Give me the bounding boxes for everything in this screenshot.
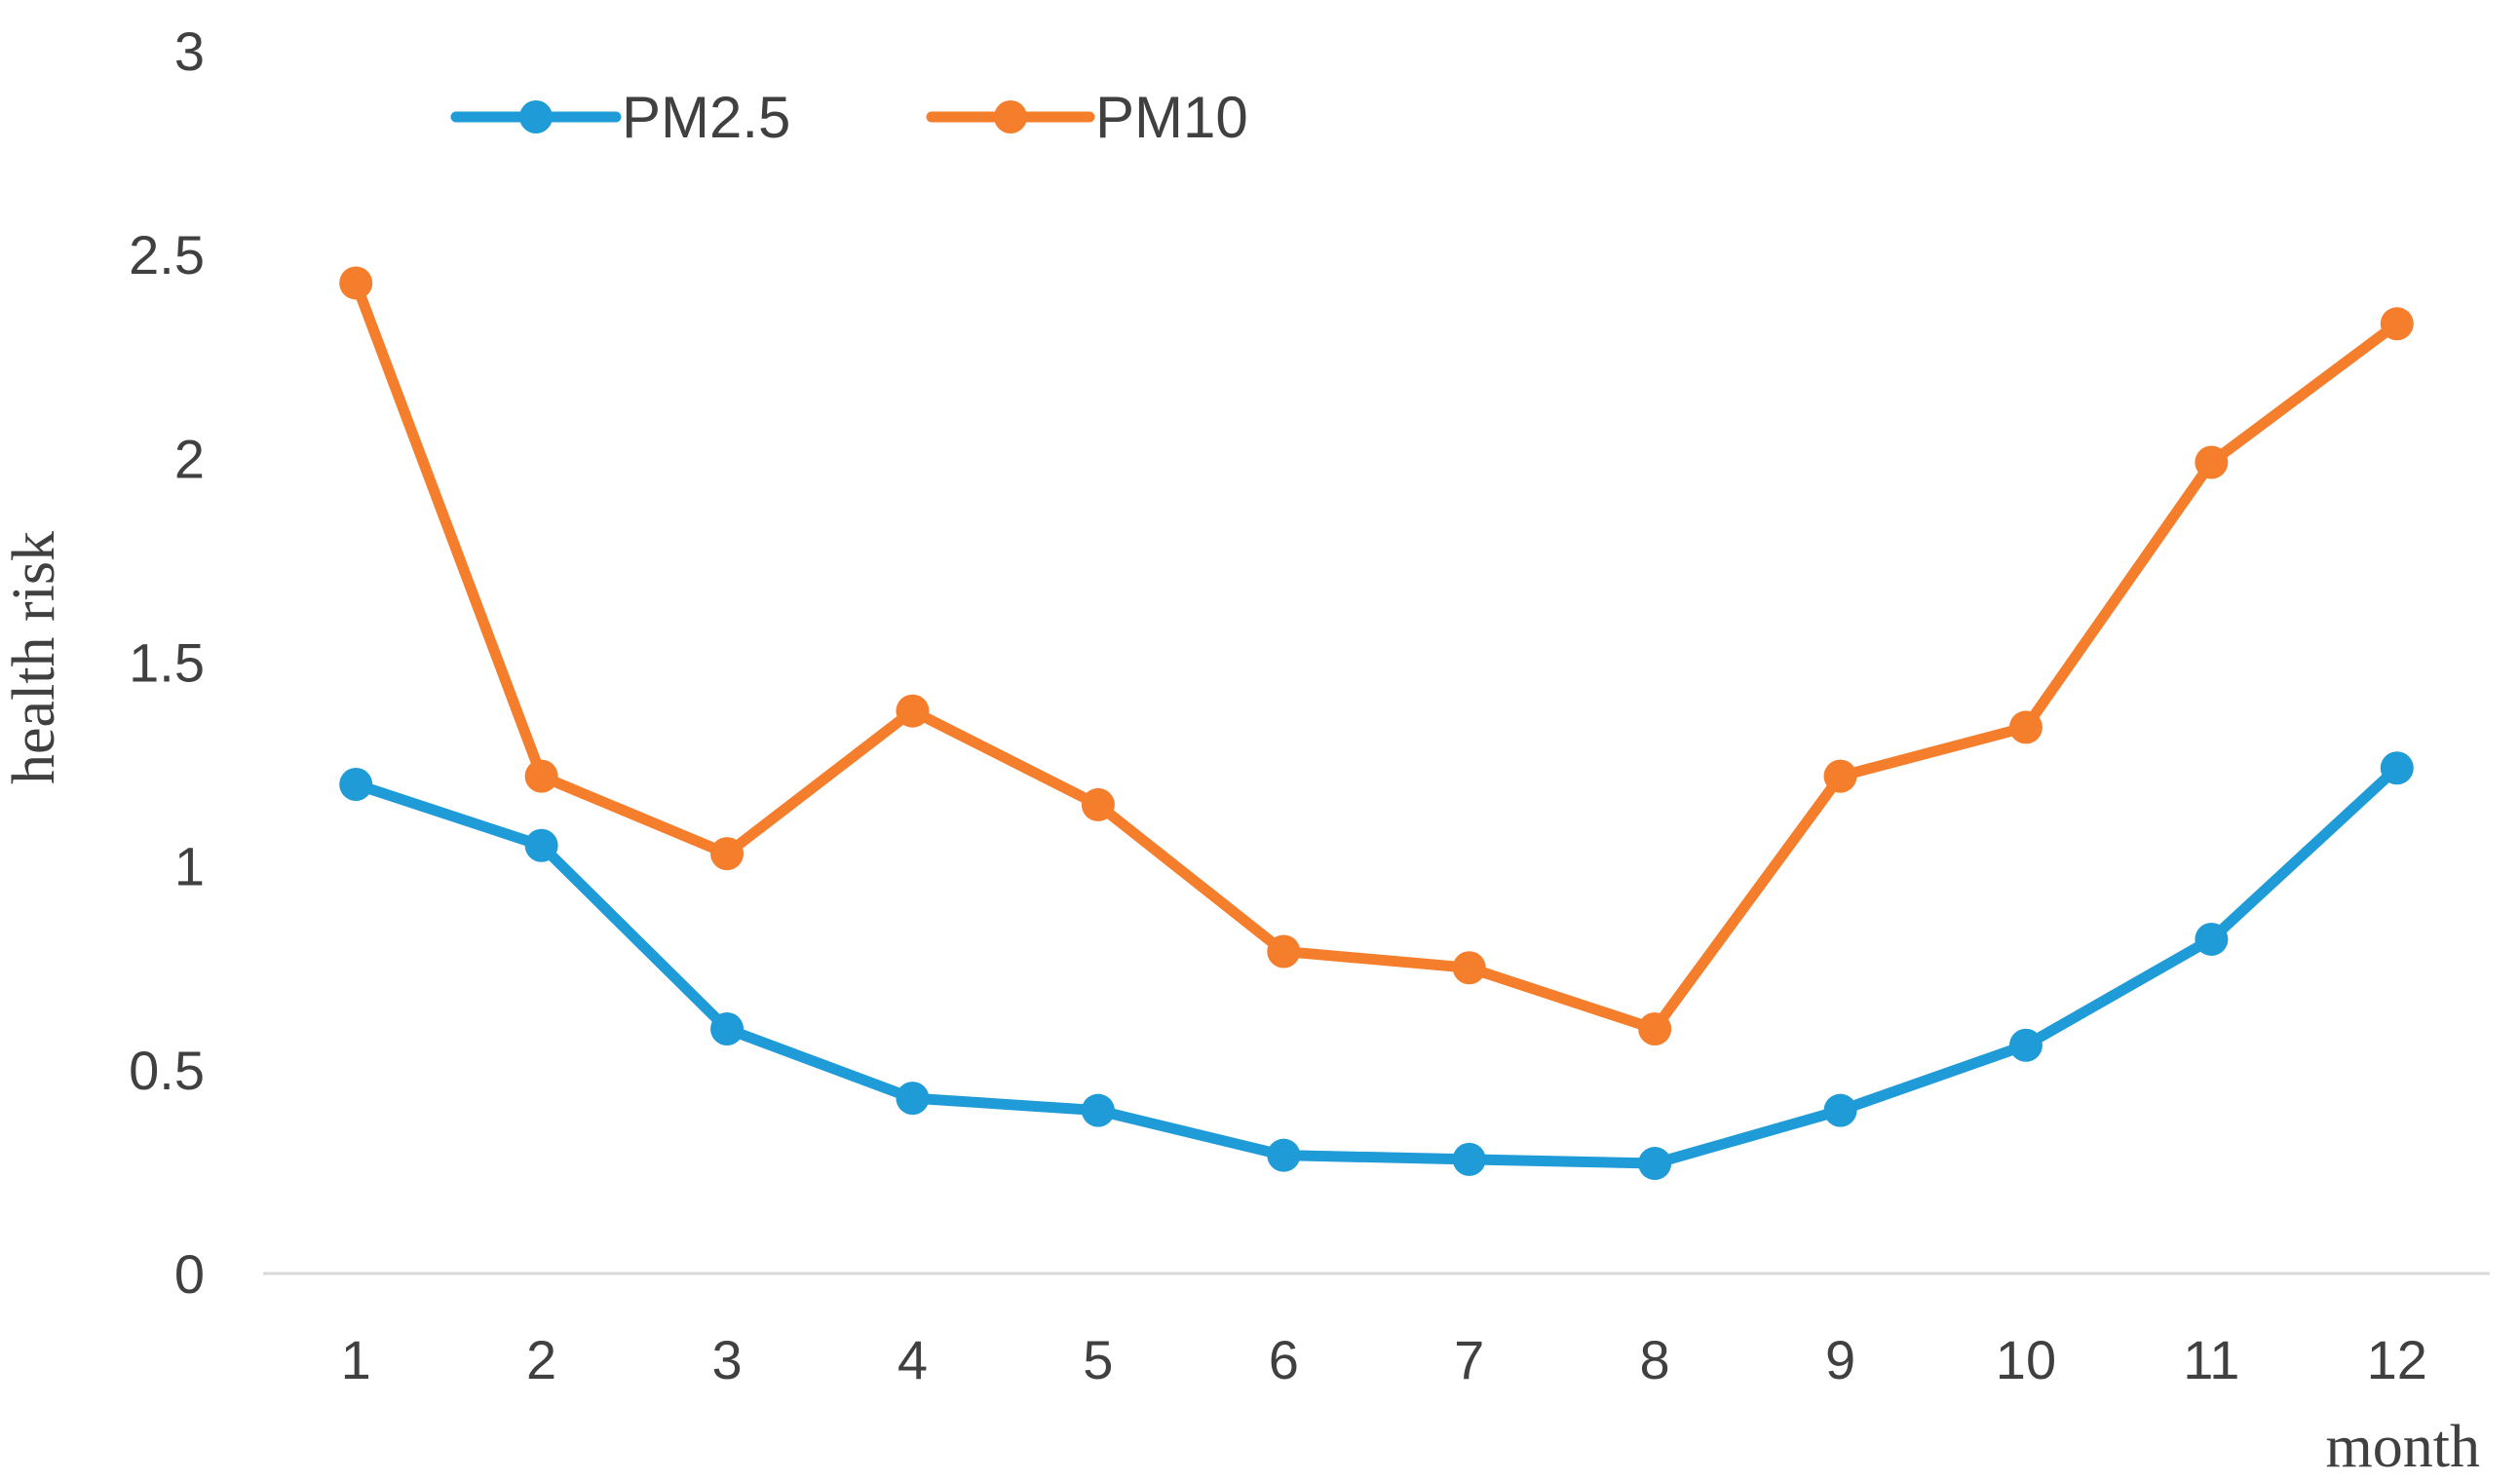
data-point <box>1452 1142 1486 1176</box>
y-tick-label: 3 <box>174 20 205 82</box>
data-point <box>896 1082 930 1116</box>
data-point <box>2195 445 2229 479</box>
data-point <box>1452 951 1486 985</box>
series-layer <box>339 266 2414 1181</box>
x-tick-label: 8 <box>1640 1329 1670 1390</box>
data-point <box>524 759 558 793</box>
y-tick-label: 2 <box>174 428 205 489</box>
x-axis-ticks: 1 2 3 4 5 6 7 8 9 10 11 12 <box>341 1329 2427 1390</box>
series-group <box>339 266 2414 1045</box>
y-axis-title: health risk <box>1 531 67 784</box>
series-line <box>350 277 2403 1035</box>
x-tick-label: 10 <box>1996 1329 2056 1390</box>
x-axis-title: month <box>2326 1414 2480 1480</box>
data-point <box>2380 751 2414 785</box>
data-point <box>1081 1093 1115 1127</box>
x-tick-label: 5 <box>1083 1329 1113 1390</box>
x-tick-label: 11 <box>2183 1329 2239 1390</box>
legend: PM2.5 PM10 <box>450 85 1248 150</box>
x-tick-label: 3 <box>711 1329 742 1390</box>
data-point <box>339 266 373 300</box>
y-tick-label: 1 <box>174 836 205 897</box>
x-tick-label: 7 <box>1454 1329 1484 1390</box>
x-tick-label: 4 <box>897 1329 928 1390</box>
data-point <box>1267 934 1301 969</box>
data-point <box>2008 710 2043 744</box>
x-tick-label: 6 <box>1269 1329 1299 1390</box>
data-point <box>710 837 745 871</box>
y-tick-label: 2.5 <box>129 224 205 285</box>
series-group <box>339 751 2414 1181</box>
data-point <box>1823 1093 1857 1127</box>
legend-label: PM2.5 <box>622 85 790 150</box>
data-point <box>2008 1028 2043 1062</box>
legend-item: PM2.5 <box>450 85 790 150</box>
x-tick-label: 12 <box>2367 1329 2427 1390</box>
legend-swatch-marker <box>994 100 1027 133</box>
data-point <box>1823 759 1857 793</box>
data-point <box>1267 1138 1301 1172</box>
legend-item: PM10 <box>926 85 1248 150</box>
data-point <box>710 1012 745 1045</box>
y-tick-label: 1.5 <box>129 632 205 694</box>
y-tick-label: 0 <box>174 1243 205 1305</box>
x-tick-label: 1 <box>341 1329 371 1390</box>
data-point <box>524 828 558 862</box>
legend-label: PM10 <box>1095 85 1248 150</box>
data-point <box>1638 1012 1672 1045</box>
data-point <box>339 768 373 801</box>
data-point <box>2380 307 2414 341</box>
y-tick-label: 0.5 <box>129 1040 205 1101</box>
x-tick-label: 9 <box>1825 1329 1855 1390</box>
y-axis-title-group: health risk <box>1 531 67 784</box>
data-point <box>1081 787 1115 821</box>
x-tick-label: 2 <box>526 1329 556 1390</box>
data-point <box>1638 1147 1672 1181</box>
series-line <box>350 762 2403 1169</box>
data-point <box>2195 922 2229 956</box>
y-axis-ticks: 0 0.5 1 1.5 2 2.5 3 <box>129 20 205 1305</box>
data-point <box>896 694 930 728</box>
legend-swatch-marker <box>519 100 553 133</box>
